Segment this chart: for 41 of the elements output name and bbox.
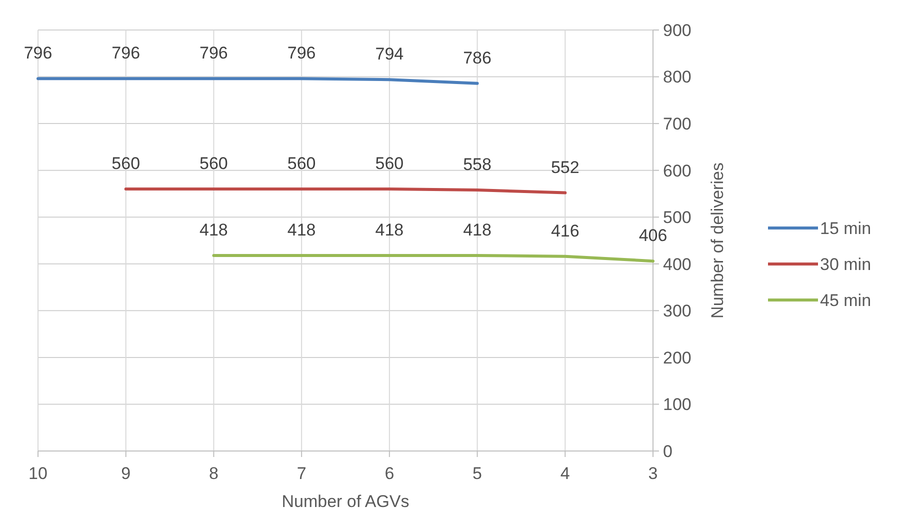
data-label: 418 (463, 220, 492, 240)
y-tick-label: 0 (663, 442, 672, 461)
y-tick-label: 300 (663, 302, 692, 321)
data-label: 406 (638, 226, 668, 246)
data-label: 560 (200, 154, 228, 174)
data-label: 416 (550, 221, 580, 240)
y-tick-label: 700 (663, 114, 692, 134)
legend-label: 30 min (820, 254, 872, 274)
y-tick-label: 400 (663, 254, 692, 274)
y-tick-label: 100 (663, 395, 692, 414)
data-label: 560 (287, 154, 316, 174)
x-tick-label: 3 (648, 464, 658, 483)
data-label: 786 (463, 48, 492, 68)
y-tick-label: 200 (663, 348, 692, 368)
data-label: 796 (24, 44, 52, 63)
x-tick-label: 5 (472, 464, 482, 483)
data-label: 794 (375, 44, 404, 64)
x-tick-label: 4 (560, 464, 570, 483)
x-tick-label: 9 (121, 464, 131, 483)
data-label: 418 (287, 220, 316, 240)
y-tick-label: 600 (663, 161, 692, 180)
data-label: 796 (287, 44, 316, 63)
data-label: 796 (200, 44, 228, 63)
x-tick-label: 7 (296, 464, 306, 483)
legend-label: 45 min (820, 290, 872, 310)
x-tick-label: 6 (384, 464, 394, 483)
legend-label: 15 min (820, 218, 872, 238)
y-tick-label: 900 (663, 20, 692, 40)
y-axis-title: Number of deliveries (708, 162, 727, 318)
y-tick-label: 500 (663, 208, 692, 228)
data-label: 796 (112, 44, 140, 63)
data-label: 560 (112, 154, 140, 174)
data-label: 552 (550, 158, 580, 177)
data-label: 418 (200, 220, 228, 240)
data-label: 418 (375, 220, 404, 240)
x-tick-label: 10 (28, 464, 48, 483)
x-axis-title: Number of AGVs (282, 492, 410, 511)
y-tick-label: 800 (663, 68, 692, 87)
data-label: 560 (375, 154, 404, 174)
x-tick-label: 8 (208, 464, 218, 483)
data-label: 558 (463, 154, 492, 174)
